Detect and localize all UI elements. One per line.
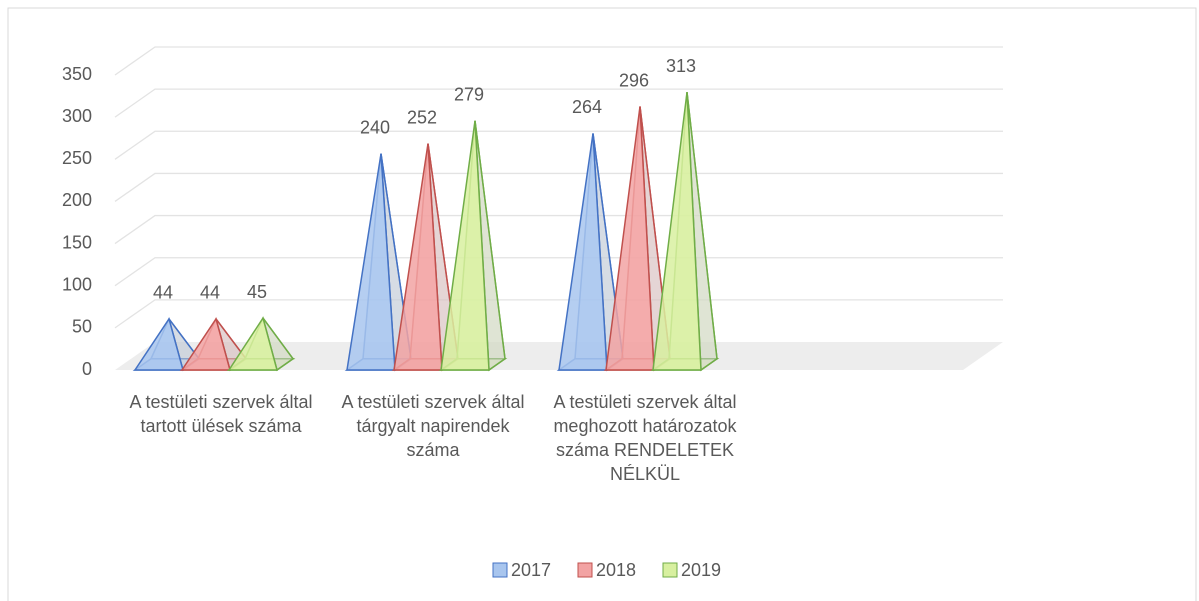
value-label: 279 xyxy=(454,85,484,105)
y-tick-label: 150 xyxy=(62,232,92,252)
grid-line xyxy=(114,299,1003,329)
value-label: 44 xyxy=(153,283,173,303)
y-tick-label: 200 xyxy=(62,190,92,210)
value-label: 252 xyxy=(407,107,437,127)
value-label: 44 xyxy=(200,283,220,303)
legend-swatch xyxy=(492,562,508,578)
pyramid xyxy=(650,92,720,372)
grid-line xyxy=(114,257,1003,287)
pyramid-face xyxy=(440,120,490,371)
pyramid-face xyxy=(133,317,184,371)
legend-label: 2017 xyxy=(511,560,551,580)
x-tick-label: A testületi szervek által meghozott hatá… xyxy=(553,392,737,484)
legend-label: 2019 xyxy=(681,560,721,580)
chart-border xyxy=(7,7,1197,601)
pyramid-face xyxy=(393,143,443,371)
pyramid-face xyxy=(227,316,278,371)
grid-line xyxy=(114,88,1003,118)
legend-label: 2018 xyxy=(596,560,636,580)
pyramid xyxy=(438,120,508,372)
pyramid-face xyxy=(605,106,655,371)
y-tick-label: 250 xyxy=(62,148,92,168)
value-label: 264 xyxy=(572,97,602,117)
value-label: 296 xyxy=(619,70,649,90)
floor xyxy=(115,342,1003,370)
value-label: 313 xyxy=(666,56,696,76)
y-tick-label: 300 xyxy=(62,106,92,126)
pyramid-face xyxy=(180,317,231,371)
grid-line xyxy=(114,130,1003,160)
pyramid-face xyxy=(346,153,396,371)
x-tick-label: A testületi szervek által tárgyalt napir… xyxy=(341,392,525,460)
pyramid-face xyxy=(652,92,702,371)
grid-line xyxy=(114,172,1003,202)
y-tick-label: 0 xyxy=(82,359,92,379)
y-tick-label: 350 xyxy=(62,64,92,84)
grid-line xyxy=(114,214,1003,245)
legend-swatch xyxy=(662,562,678,578)
value-label: 240 xyxy=(360,117,390,137)
pyramid-face xyxy=(558,133,608,371)
x-tick-label: A testületi szervek által tartott ülések… xyxy=(129,392,313,436)
y-tick-label: 100 xyxy=(62,274,92,294)
grid-line xyxy=(114,46,1003,76)
y-tick-label: 50 xyxy=(72,317,92,337)
pyramid xyxy=(226,316,296,372)
legend-swatch xyxy=(577,562,593,578)
value-label: 45 xyxy=(247,282,267,302)
